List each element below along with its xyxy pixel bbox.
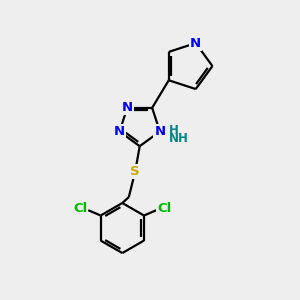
Text: N: N <box>190 37 201 50</box>
Text: H: H <box>178 132 188 146</box>
Text: N: N <box>114 125 125 138</box>
Text: Cl: Cl <box>158 202 172 215</box>
Text: N: N <box>154 125 165 138</box>
Text: N: N <box>169 132 179 146</box>
Text: H: H <box>169 124 179 136</box>
Text: N: N <box>122 101 133 114</box>
Text: Cl: Cl <box>73 202 87 215</box>
Text: S: S <box>130 165 140 178</box>
